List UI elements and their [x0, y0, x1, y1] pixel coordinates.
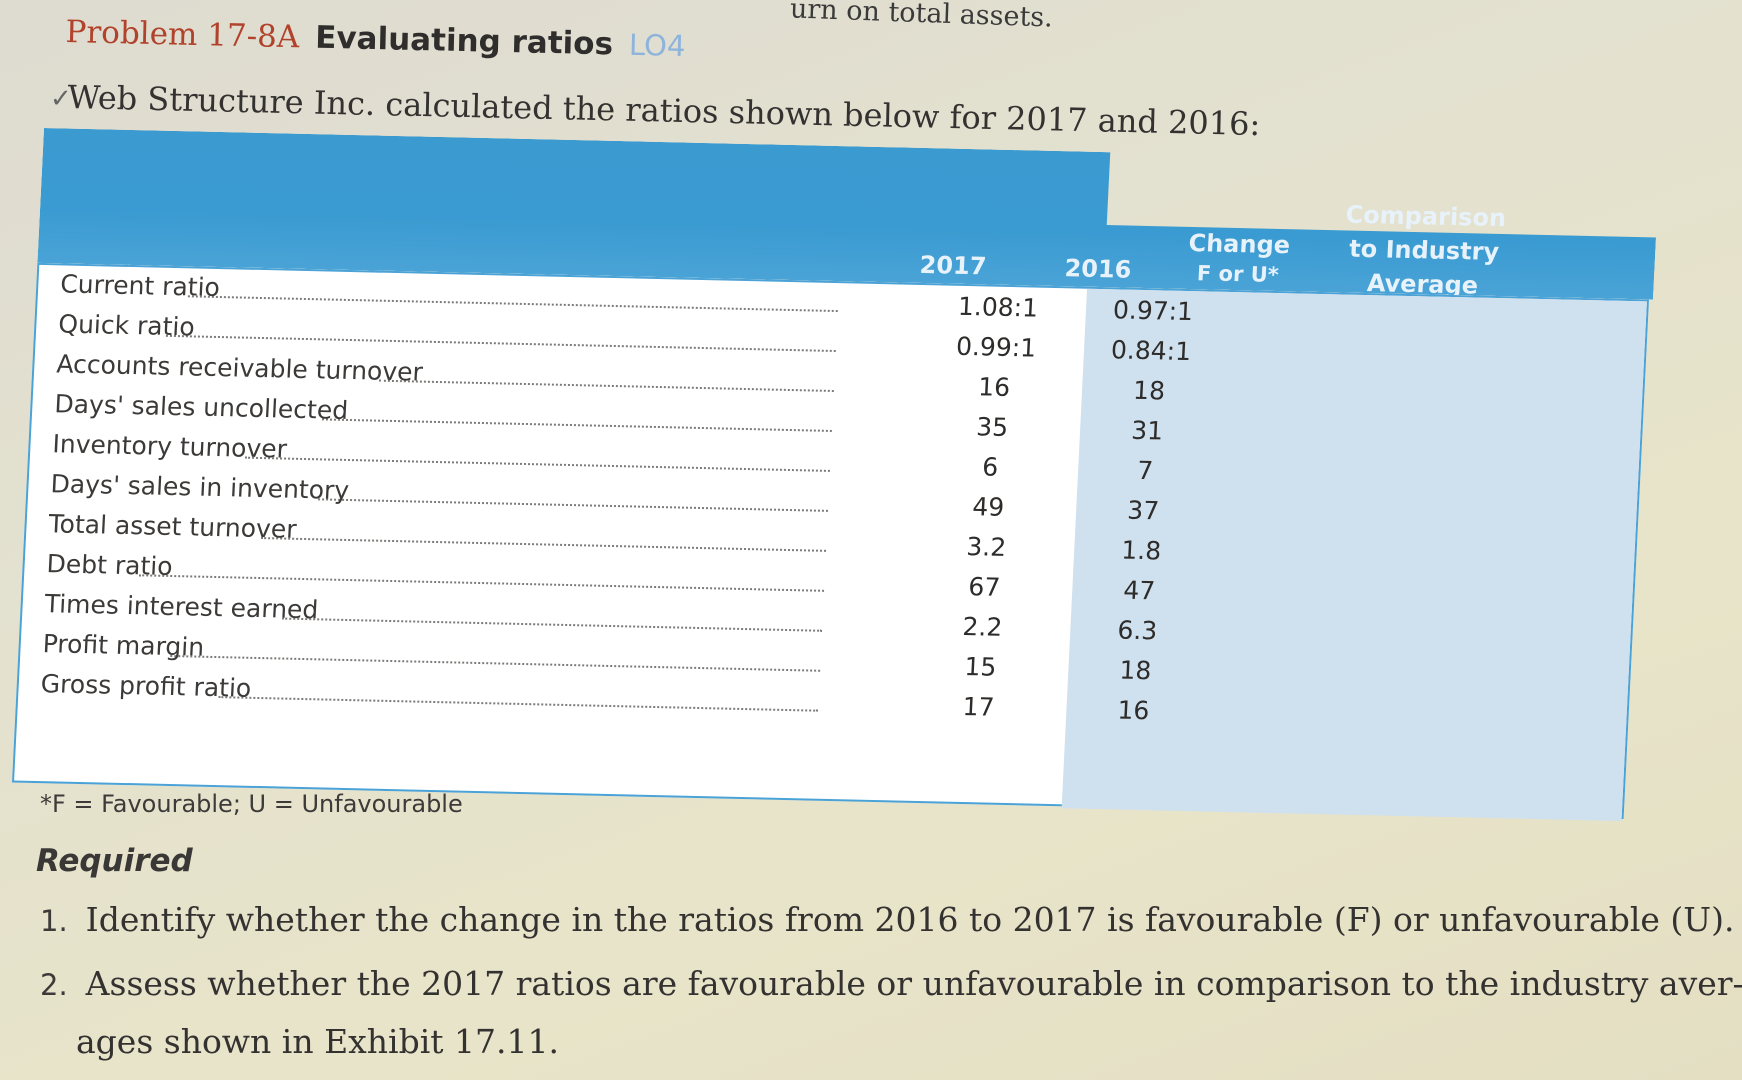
value-2016: 1.8 [1120, 535, 1162, 566]
value-2017: 49 [971, 492, 1005, 522]
learning-objective: LO4 [628, 27, 686, 64]
value-2016: 18 [1118, 655, 1153, 686]
row-label: Gross profit ratio [40, 669, 252, 703]
problem-number: Problem 17-8A [65, 14, 300, 56]
value-2017: 16 [977, 372, 1011, 402]
value-2017: 67 [967, 572, 1001, 602]
row-label: Profit margin [42, 629, 205, 662]
problem-header: Problem 17-8A Evaluating ratios LO4 [65, 14, 686, 64]
check-mark-icon: ✓ [50, 84, 72, 114]
value-2017: 15 [963, 652, 998, 682]
value-2016: 37 [1126, 495, 1160, 526]
problem-title: Evaluating ratios [314, 19, 614, 63]
row-label: Current ratio [59, 269, 221, 303]
requirement-2: 2. Assess whether the 2017 ratios are fav… [40, 964, 1742, 1003]
requirement-2-continuation: ages shown in Exhibit 17.11. [76, 1022, 559, 1061]
value-2016: 7 [1136, 455, 1154, 486]
table-body: Current ratio 1.08:1 0.97:1 Quick ratio … [11, 262, 1649, 821]
header-comparison: Comparison to Industry Average [1344, 200, 1507, 300]
value-2016: 18 [1132, 375, 1166, 406]
value-2017: 35 [975, 412, 1009, 442]
value-2016: 47 [1122, 575, 1156, 606]
value-2017: 6 [981, 452, 999, 482]
header-2017: 2017 [918, 250, 988, 281]
header-change: Change F or U* [1187, 229, 1291, 288]
value-2017: 17 [961, 692, 996, 722]
row-label: Times interest earned [44, 589, 320, 625]
value-2016: 31 [1130, 415, 1164, 446]
row-label: Total asset turnover [47, 509, 298, 544]
row-label: Accounts receivable turnover [55, 349, 424, 387]
value-2016: 0.84:1 [1110, 335, 1192, 367]
row-label: Days' sales uncollected [53, 389, 349, 425]
value-2016: 16 [1116, 695, 1151, 726]
row-label: Inventory turnover [51, 429, 288, 464]
value-2017: 3.2 [965, 532, 1007, 562]
header-2016: 2016 [1063, 254, 1133, 284]
value-2017: 1.08:1 [957, 291, 1039, 323]
value-2016: 0.97:1 [1112, 295, 1194, 327]
required-heading: Required [36, 843, 193, 879]
row-label: Days' sales in inventory [49, 469, 350, 506]
value-2016: 6.3 [1116, 615, 1158, 646]
value-2017: 2.2 [961, 611, 1003, 642]
requirement-1: 1. Identify whether the change in the rat… [40, 900, 1735, 939]
previous-text-fragment: urn on total assets. [789, 0, 1054, 34]
row-label: Debt ratio [46, 549, 174, 582]
ratios-table: 2017 2016 Change F or U* Comparison to I… [11, 128, 1660, 824]
row-label: Quick ratio [57, 309, 196, 342]
value-2017: 0.99:1 [955, 331, 1037, 363]
footnote: *F = Favourable; U = Unfavourable [40, 790, 463, 818]
